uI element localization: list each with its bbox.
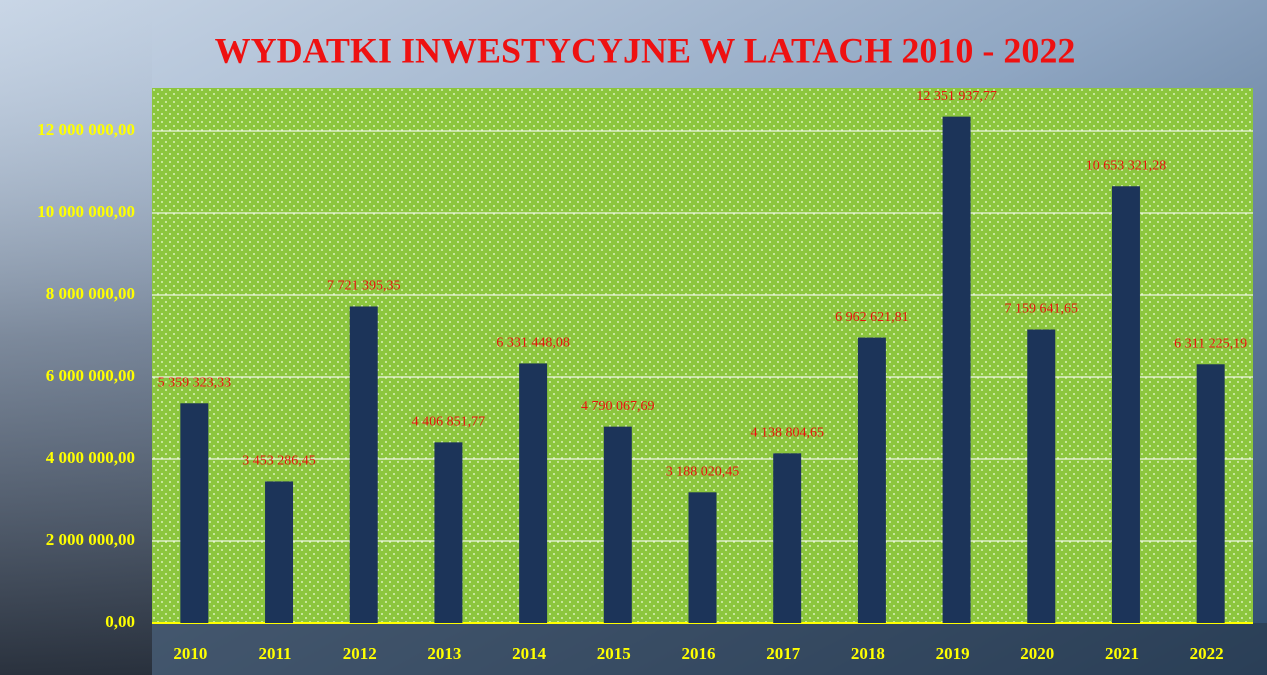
value-label: 7 721 395,35	[327, 279, 401, 294]
x-tick-label: 2019	[936, 644, 970, 663]
x-tick-label: 2018	[851, 644, 885, 663]
y-tick-label: 4 000 000,00	[46, 448, 135, 467]
bar	[349, 306, 378, 623]
value-label: 12 351 937,77	[916, 89, 997, 104]
bar	[773, 453, 802, 623]
background-bottom	[152, 623, 1267, 675]
y-tick-label: 8 000 000,00	[46, 284, 135, 303]
x-tick-label: 2013	[427, 644, 461, 663]
chart-title: WYDATKI INWESTYCYJNE W LATACH 2010 - 202…	[215, 30, 1076, 70]
background-overlay	[0, 0, 152, 675]
x-tick-label: 2012	[343, 644, 377, 663]
x-tick-label: 2021	[1105, 644, 1139, 663]
bar	[688, 492, 717, 623]
bar	[434, 442, 463, 623]
value-label: 6 311 225,19	[1174, 336, 1247, 351]
value-label: 4 138 804,65	[750, 426, 824, 441]
bar	[180, 403, 209, 623]
y-tick-label: 0,00	[105, 612, 135, 631]
value-label: 6 962 621,81	[835, 310, 909, 325]
bar	[519, 363, 548, 623]
x-tick-label: 2022	[1190, 644, 1224, 663]
y-tick-label: 6 000 000,00	[46, 366, 135, 385]
bar	[265, 481, 294, 623]
y-tick-label: 10 000 000,00	[37, 202, 135, 221]
value-label: 4 406 851,77	[412, 415, 486, 430]
value-label: 6 331 448,08	[496, 336, 570, 351]
x-tick-label: 2011	[259, 644, 292, 663]
bar	[603, 426, 632, 623]
x-tick-label: 2015	[597, 644, 631, 663]
x-tick-label: 2016	[682, 644, 716, 663]
bar	[1196, 364, 1225, 623]
bar	[857, 337, 886, 623]
y-tick-label: 2 000 000,00	[46, 530, 135, 549]
bar	[1027, 329, 1056, 623]
value-label: 3 453 286,45	[242, 454, 316, 469]
value-label: 4 790 067,69	[581, 399, 655, 414]
bar	[942, 116, 971, 624]
x-tick-label: 2017	[766, 644, 801, 663]
x-tick-label: 2020	[1020, 644, 1054, 663]
value-label: 10 653 321,28	[1086, 158, 1167, 173]
value-label: 7 159 641,65	[1005, 302, 1079, 317]
y-tick-label: 12 000 000,00	[37, 120, 135, 139]
bar	[1111, 186, 1140, 623]
x-tick-label: 2014	[512, 644, 547, 663]
value-label: 3 188 020,45	[666, 465, 740, 480]
value-label: 5 359 323,33	[158, 376, 232, 391]
x-tick-label: 2010	[173, 644, 207, 663]
